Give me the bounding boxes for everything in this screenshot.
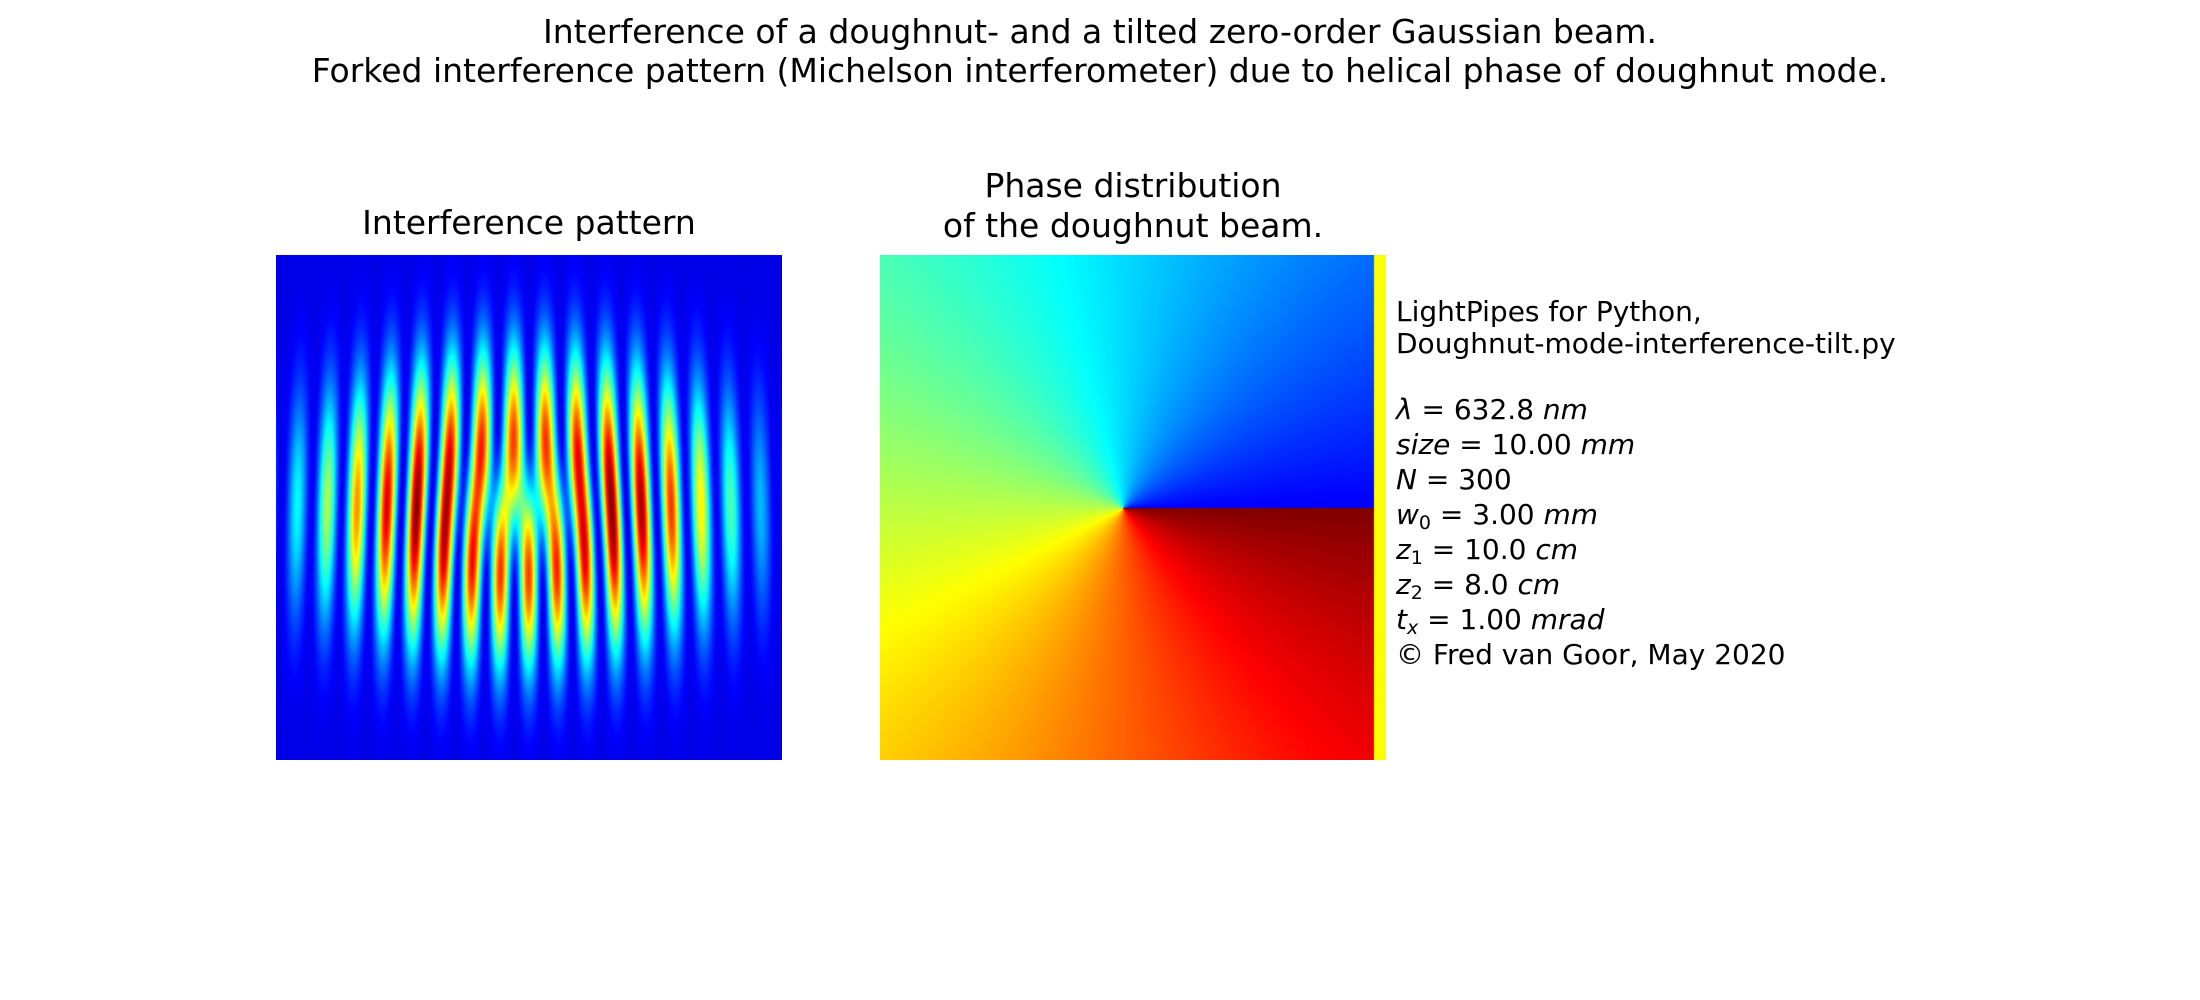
phase-title-line-1: Phase distribution [984,166,1282,205]
parameter-line: tx = 1.00 mrad [1396,603,1605,639]
param-value: 8.0 [1464,568,1509,601]
suptitle-line-2: Forked interference pattern (Michelson i… [311,51,1889,90]
param-value: 1.00 [1459,603,1522,636]
info-line-1: LightPipes for Python, [1396,295,1702,328]
phase-canvas [880,255,1386,760]
param-subscript: 1 [1410,547,1423,569]
param-value: 632.8 [1453,393,1535,426]
param-unit: mrad [1530,603,1605,636]
param-subscript: x [1406,617,1419,639]
interference-panel-title: Interference pattern [362,203,696,242]
param-symbol: N [1396,463,1417,496]
phase-distribution-image [880,255,1386,760]
param-value: 3.00 [1472,498,1535,531]
info-line-2: Doughnut-mode-interference-tilt.py [1396,327,1896,360]
parameter-line: w0 = 3.00 mm [1396,498,1599,534]
param-symbol: t [1396,603,1407,636]
param-symbol: λ [1396,393,1413,426]
param-value: 10.0 [1464,533,1527,566]
param-unit: cm [1517,568,1561,601]
parameter-list: λ = 632.8 nm size = 10.00 mm N = 300 w0 = 3… [1396,392,1896,639]
param-unit: nm [1542,393,1588,426]
figure-suptitle: Interference of a doughnut- and a tilted… [0,12,2200,90]
param-unit: cm [1535,533,1578,566]
phase-panel-title: Phase distribution of the doughnut beam. [880,166,1386,246]
parameter-line: N = 300 [1396,463,1512,496]
copyright-text: © Fred van Goor, May 2020 [1396,638,1786,671]
param-value: 300 [1458,463,1512,496]
interference-canvas [276,255,782,760]
interference-pattern-image [276,255,782,760]
param-unit: mm [1543,498,1599,531]
parameter-line: λ = 632.8 nm [1396,393,1588,426]
param-symbol: z [1396,568,1411,601]
parameter-line: size = 10.00 mm [1396,428,1636,461]
param-symbol: size [1396,428,1451,461]
suptitle-line-1: Interference of a doughnut- and a tilted… [543,12,1657,51]
param-value: 10.00 [1491,428,1572,461]
parameter-line: z2 = 8.0 cm [1396,568,1561,604]
param-symbol: w [1396,498,1419,531]
param-subscript: 0 [1418,512,1431,534]
param-subscript: 2 [1410,582,1423,604]
parameter-line: z1 = 10.0 cm [1396,533,1578,569]
param-unit: mm [1580,428,1636,461]
param-symbol: z [1396,533,1411,566]
phase-title-line-2: of the doughnut beam. [942,206,1324,245]
simulation-info: LightPipes for Python, Doughnut-mode-int… [1396,296,1896,672]
